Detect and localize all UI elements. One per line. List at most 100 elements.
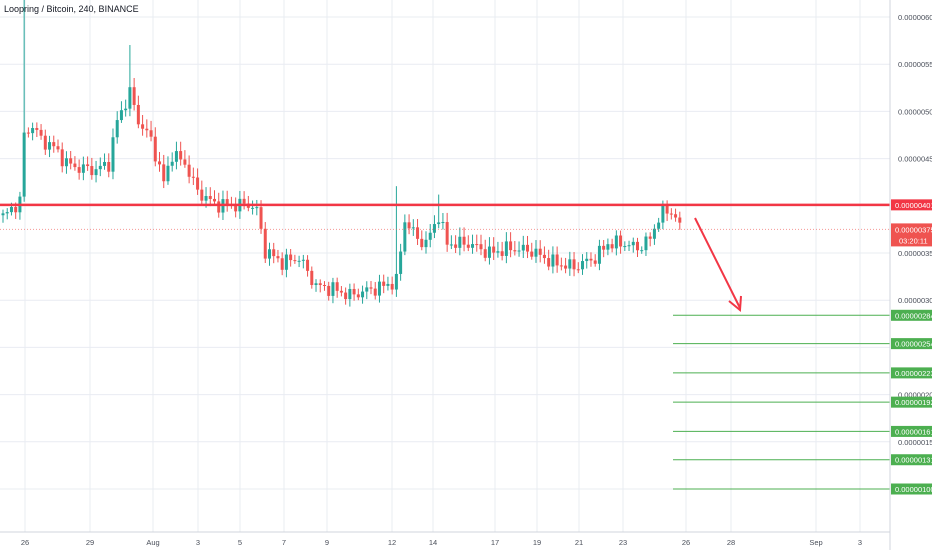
candle-body (26, 132, 30, 134)
candle-body (94, 169, 98, 176)
chart-grid (0, 0, 890, 532)
candle-body (141, 124, 145, 129)
candle-body (441, 222, 445, 224)
candle-body (35, 128, 39, 130)
candle-body (509, 241, 513, 251)
candle-body (331, 282, 335, 296)
candle-body (289, 254, 293, 261)
candle-body (306, 259, 310, 271)
resistance-price-label: 0.00000401 (895, 201, 932, 210)
target-price-badge (891, 396, 932, 408)
candle-body (272, 249, 276, 257)
candle-body (517, 250, 521, 252)
resistance-price-badge (891, 199, 932, 211)
candle-body (399, 251, 403, 274)
x-tick-label: 23 (619, 538, 627, 547)
candle-body (255, 207, 259, 209)
y-tick-label: 0.00000150 (898, 438, 932, 447)
candle-body (462, 236, 466, 245)
target-price-badge (891, 483, 932, 495)
candle-body (196, 177, 200, 190)
x-tick-label: 3 (196, 538, 200, 547)
candle-body (162, 164, 166, 182)
candle-body (568, 259, 572, 269)
candle-body (69, 158, 73, 164)
target-price-label: 0.00000161 (895, 427, 932, 436)
candle-body (669, 213, 673, 215)
candle-body (5, 212, 9, 214)
candle-body (52, 142, 56, 147)
candle-body (1, 213, 5, 216)
candle-body (678, 217, 682, 223)
candle-body (327, 285, 331, 296)
candle-body (606, 244, 610, 250)
candle-body (234, 205, 238, 212)
candle-body (259, 207, 263, 229)
candle-body (369, 287, 373, 289)
candle-body (22, 132, 26, 197)
candle-body (111, 137, 115, 172)
target-price-badge (891, 425, 932, 437)
candle-body (166, 165, 170, 182)
candle-body (60, 149, 64, 167)
candle-body (98, 165, 102, 170)
candle-body (581, 261, 585, 270)
candle-body (191, 176, 195, 178)
time-axis[interactable]: 26 29 Aug 3 5 7 9 12 14 17 19 21 23 26 28 Sep 3 (21, 538, 862, 547)
candle-body (437, 222, 441, 225)
candle-body (297, 260, 301, 262)
candle-body (665, 205, 669, 214)
candle-body (644, 236, 648, 251)
candle-body (496, 251, 500, 253)
candle-body (416, 227, 420, 239)
candle-body (504, 241, 508, 256)
candle-body (492, 246, 496, 253)
candle-body (555, 254, 559, 266)
candle-body (475, 244, 479, 246)
target-price-badge (891, 367, 932, 379)
x-tick-label: 12 (388, 538, 396, 547)
candle-body (487, 246, 491, 258)
candle-body (64, 158, 68, 167)
candle-body (132, 87, 136, 105)
candle-body (174, 151, 178, 162)
down-arrow-annotation (694, 217, 742, 312)
candle-body (542, 254, 546, 259)
candle-body (73, 163, 77, 168)
target-price-label: 0.00000192 (895, 398, 932, 407)
target-price-label: 0.00000254 (895, 340, 932, 349)
arrow-shaft (694, 217, 741, 309)
x-tick-label: Sep (809, 538, 822, 547)
price-badges: 0.00000284 0.00000254 0.00000223 0.00000192… (891, 199, 932, 495)
target-price-badge (891, 309, 932, 321)
candle-body (276, 256, 280, 259)
candle-body (602, 245, 606, 250)
last-price-badge (891, 223, 932, 247)
candle-body (200, 189, 204, 201)
candle-body (526, 244, 530, 252)
candle-body (661, 205, 665, 223)
candle-body (466, 244, 470, 248)
candle-body (251, 207, 255, 209)
candlestick-series (1, 0, 682, 307)
candle-body (81, 164, 85, 173)
candle-body (9, 206, 13, 213)
candle-body (627, 245, 631, 247)
target-price-badge (891, 454, 932, 466)
candle-body (43, 135, 47, 150)
price-levels (0, 203, 890, 490)
candle-body (48, 142, 52, 150)
candle-body (403, 222, 407, 252)
candle-body (657, 222, 661, 229)
candle-body (547, 258, 551, 267)
candle-body (597, 245, 601, 264)
candle-body (153, 136, 157, 162)
x-tick-label: 26 (682, 538, 690, 547)
candle-body (424, 239, 428, 248)
candle-body (674, 214, 678, 218)
candle-body (572, 259, 576, 270)
